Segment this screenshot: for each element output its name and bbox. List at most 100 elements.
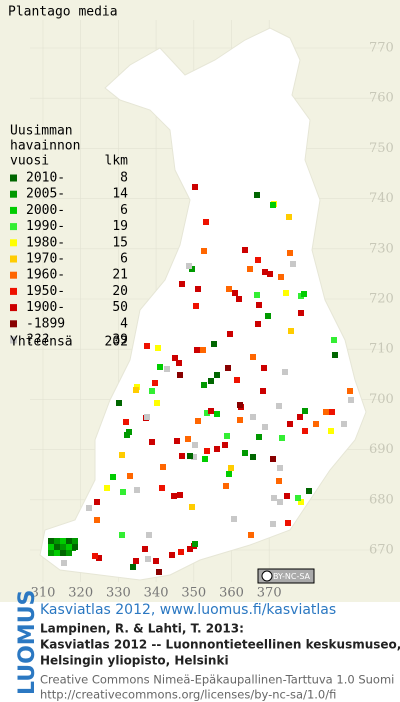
license-line: Creative Commons Nimeä-Epäkaupallinen-Ta… — [40, 673, 394, 687]
occurrence-square — [94, 499, 100, 505]
occurrence-square — [298, 310, 304, 316]
occurrence-square — [189, 504, 195, 510]
occurrence-square — [86, 505, 92, 511]
legend-label: 2000- — [26, 203, 65, 218]
occurrence-square — [225, 365, 231, 371]
y-grid-label: 680 — [369, 492, 394, 507]
occurrence-square — [159, 485, 165, 491]
occurrence-square — [331, 337, 337, 343]
occurrence-square — [290, 261, 296, 267]
occurrence-square — [192, 541, 198, 547]
occurrence-square — [231, 516, 237, 522]
occurrence-square — [295, 495, 301, 501]
occurrence-square — [144, 414, 150, 420]
occurrence-square — [60, 538, 66, 544]
occurrence-square — [271, 495, 277, 501]
occurrence-square — [94, 517, 100, 523]
legend-count: 4 — [120, 316, 128, 331]
y-grid-label: 700 — [369, 392, 394, 407]
occurrence-square — [194, 347, 200, 353]
occurrence-square — [287, 421, 293, 427]
y-grid-label: 690 — [369, 442, 394, 457]
atlas-link[interactable]: Kasviatlas 2012, www.luomus.fi/kasviatla… — [40, 602, 336, 618]
occurrence-square — [234, 377, 240, 383]
occurrence-square — [152, 380, 158, 386]
occurrence-square — [332, 352, 338, 358]
occurrence-square — [214, 411, 220, 417]
occurrence-square — [48, 538, 54, 544]
occurrence-square — [261, 365, 267, 371]
occurrence-square — [276, 478, 282, 484]
occurrence-square — [72, 538, 78, 544]
occurrence-square — [174, 438, 180, 444]
occurrence-square — [236, 296, 242, 302]
occurrence-square — [223, 483, 229, 489]
x-grid-label: 330 — [106, 586, 131, 601]
occurrence-square — [237, 417, 243, 423]
occurrence-square — [153, 558, 159, 564]
badge-box — [257, 568, 315, 584]
legend-count: 20 — [112, 284, 128, 299]
y-grid-label: 740 — [369, 191, 394, 206]
occurrence-square — [154, 400, 160, 406]
occurrence-square — [156, 569, 162, 575]
x-grid-label: 320 — [68, 586, 93, 601]
occurrence-square — [226, 286, 232, 292]
occurrence-square — [298, 499, 304, 505]
occurrence-square — [149, 439, 155, 445]
occurrence-square — [270, 521, 276, 527]
occurrence-square — [203, 219, 209, 225]
legend-swatch — [10, 336, 17, 344]
legend-count: 19 — [112, 219, 128, 234]
occurrence-square — [254, 192, 260, 198]
occurrence-square — [169, 552, 175, 558]
occurrence-square — [134, 487, 140, 493]
occurrence-square — [145, 556, 151, 562]
brand: LUOMUS — [15, 590, 40, 695]
occurrence-square — [224, 433, 230, 439]
occurrence-square — [282, 369, 288, 375]
occurrence-square — [288, 328, 294, 334]
legend-heading: havainnon — [10, 139, 80, 154]
occurrence-square — [119, 452, 125, 458]
badge-text: BY-NC-SA — [273, 572, 311, 581]
occurrence-square — [250, 414, 256, 420]
x-grid-label: 370 — [257, 586, 282, 601]
occurrence-square — [157, 364, 163, 370]
occurrence-square — [116, 400, 122, 406]
occurrence-square — [228, 465, 234, 471]
occurrence-square — [172, 355, 178, 361]
occurrence-square — [260, 388, 266, 394]
footer-background — [0, 602, 400, 702]
occurrence-square — [347, 388, 353, 394]
legend-count: 8 — [120, 171, 128, 186]
occurrence-square — [285, 520, 291, 526]
legend-count: 6 — [120, 252, 128, 267]
occurrence-square — [127, 473, 133, 479]
occurrence-square — [262, 269, 268, 275]
occurrence-square — [287, 250, 293, 256]
legend-total: 202 — [105, 335, 128, 350]
legend-count: 6 — [120, 203, 128, 218]
occurrence-square — [237, 402, 243, 408]
occurrence-square — [171, 493, 177, 499]
occurrence-square — [256, 434, 262, 440]
occurrence-square — [176, 360, 182, 366]
legend-swatch — [10, 174, 17, 182]
license-badge: BY-NC-SA — [257, 568, 315, 584]
occurrence-square — [226, 471, 232, 477]
occurrence-square — [96, 555, 102, 561]
legend-swatch — [10, 271, 17, 279]
occurrence-square — [270, 456, 276, 462]
occurrence-square — [178, 549, 184, 555]
legend-total-label: Yhteensä — [10, 335, 73, 350]
occurrence-square — [120, 489, 126, 495]
occurrence-square — [160, 464, 166, 470]
occurrence-square — [328, 428, 334, 434]
occurrence-square — [179, 281, 185, 287]
legend-swatch — [10, 239, 17, 247]
occurrence-square — [242, 450, 248, 456]
occurrence-square — [164, 366, 170, 372]
legend-year-header: vuosi — [10, 154, 49, 169]
occurrence-square — [227, 331, 233, 337]
